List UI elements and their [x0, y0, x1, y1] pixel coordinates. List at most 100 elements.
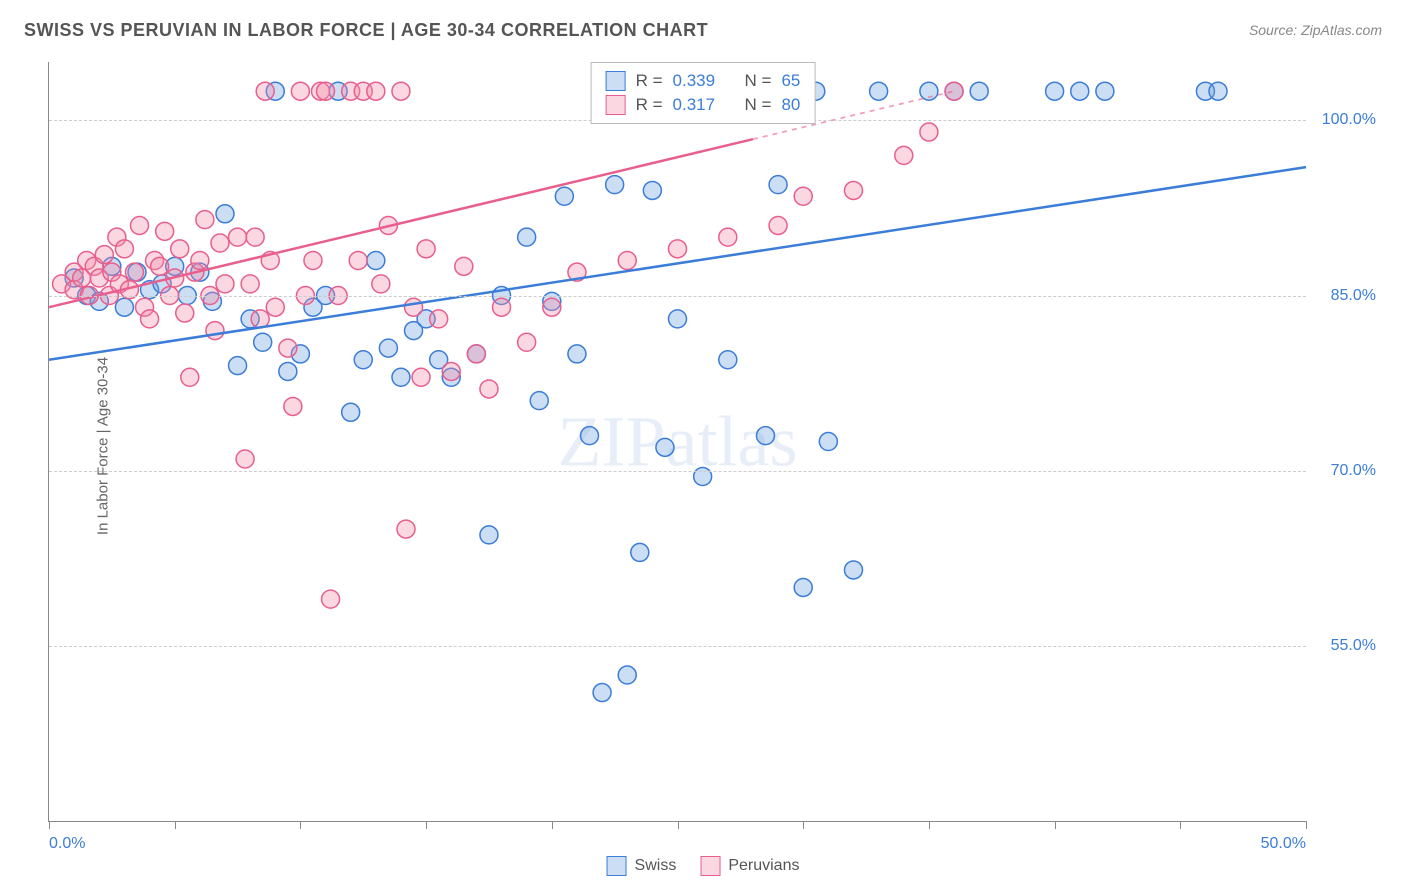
data-point: [256, 82, 274, 100]
data-point: [467, 345, 485, 363]
data-point: [606, 176, 624, 194]
data-point: [493, 298, 511, 316]
legend-item-peruvians: Peruvians: [700, 856, 799, 876]
data-point: [518, 333, 536, 351]
data-point: [1096, 82, 1114, 100]
data-point: [593, 684, 611, 702]
peruvians-legend-swatch: [700, 856, 720, 876]
data-point: [181, 368, 199, 386]
data-point: [284, 397, 302, 415]
data-point: [141, 310, 159, 328]
data-point: [543, 298, 561, 316]
swiss-swatch: [606, 71, 626, 91]
data-point: [581, 427, 599, 445]
data-point: [719, 351, 737, 369]
data-point: [719, 228, 737, 246]
x-tick: [929, 821, 930, 829]
data-point: [1046, 82, 1064, 100]
data-point: [246, 228, 264, 246]
data-point: [342, 403, 360, 421]
correlation-stats-box: R = 0.339 N = 65 R = 0.317 N = 80: [591, 62, 816, 124]
n-label: N =: [745, 71, 772, 91]
data-point: [349, 252, 367, 270]
data-point: [920, 123, 938, 141]
data-point: [317, 82, 335, 100]
data-point: [455, 257, 473, 275]
data-point: [643, 181, 661, 199]
y-tick-label: 85.0%: [1331, 287, 1376, 305]
data-point: [354, 351, 372, 369]
data-point: [236, 450, 254, 468]
data-point: [669, 240, 687, 258]
swiss-r-value: 0.339: [673, 71, 716, 91]
data-point: [291, 82, 309, 100]
data-point: [568, 345, 586, 363]
stats-row-peruvians: R = 0.317 N = 80: [606, 93, 801, 117]
data-point: [191, 252, 209, 270]
n-label: N =: [745, 95, 772, 115]
data-point: [211, 234, 229, 252]
y-tick-label: 100.0%: [1322, 111, 1376, 129]
data-point: [392, 368, 410, 386]
data-point: [794, 578, 812, 596]
swiss-legend-swatch: [607, 856, 627, 876]
data-point: [367, 252, 385, 270]
data-point: [171, 240, 189, 258]
x-tick: [175, 821, 176, 829]
data-point: [241, 275, 259, 293]
data-point: [95, 246, 113, 264]
data-point: [442, 362, 460, 380]
data-point: [756, 427, 774, 445]
chart-container: SWISS VS PERUVIAN IN LABOR FORCE | AGE 3…: [0, 0, 1406, 892]
data-point: [412, 368, 430, 386]
y-tick-label: 70.0%: [1331, 462, 1376, 480]
x-tick: [1055, 821, 1056, 829]
data-point: [392, 82, 410, 100]
data-point: [844, 561, 862, 579]
data-point: [115, 240, 133, 258]
data-point: [196, 211, 214, 229]
source-attribution: Source: ZipAtlas.com: [1249, 22, 1382, 38]
data-point: [794, 187, 812, 205]
peruvians-swatch: [606, 95, 626, 115]
legend-item-swiss: Swiss: [607, 856, 677, 876]
data-point: [417, 240, 435, 258]
data-point: [206, 322, 224, 340]
data-point: [819, 433, 837, 451]
gridline: [49, 471, 1306, 472]
data-point: [555, 187, 573, 205]
stats-row-swiss: R = 0.339 N = 65: [606, 69, 801, 93]
chart-title: SWISS VS PERUVIAN IN LABOR FORCE | AGE 3…: [24, 20, 708, 41]
data-point: [304, 252, 322, 270]
data-point: [870, 82, 888, 100]
data-point: [322, 590, 340, 608]
data-point: [945, 82, 963, 100]
data-point: [669, 310, 687, 328]
data-point: [656, 438, 674, 456]
x-tick: [1180, 821, 1181, 829]
r-label: R =: [636, 71, 663, 91]
peruvians-n-value: 80: [781, 95, 800, 115]
data-point: [397, 520, 415, 538]
data-point: [151, 257, 169, 275]
swiss-n-value: 65: [781, 71, 800, 91]
x-tick-label: 0.0%: [49, 835, 85, 853]
data-point: [229, 357, 247, 375]
data-point: [372, 275, 390, 293]
data-point: [1209, 82, 1227, 100]
data-point: [379, 339, 397, 357]
data-point: [844, 181, 862, 199]
x-tick-label: 50.0%: [1261, 835, 1306, 853]
data-point: [631, 543, 649, 561]
data-point: [156, 222, 174, 240]
plot-svg: [49, 62, 1306, 821]
x-tick: [678, 821, 679, 829]
x-tick: [552, 821, 553, 829]
y-tick-label: 55.0%: [1331, 637, 1376, 655]
x-tick: [300, 821, 301, 829]
data-point: [769, 176, 787, 194]
data-point: [618, 666, 636, 684]
data-point: [480, 526, 498, 544]
data-point: [530, 392, 548, 410]
gridline: [49, 296, 1306, 297]
